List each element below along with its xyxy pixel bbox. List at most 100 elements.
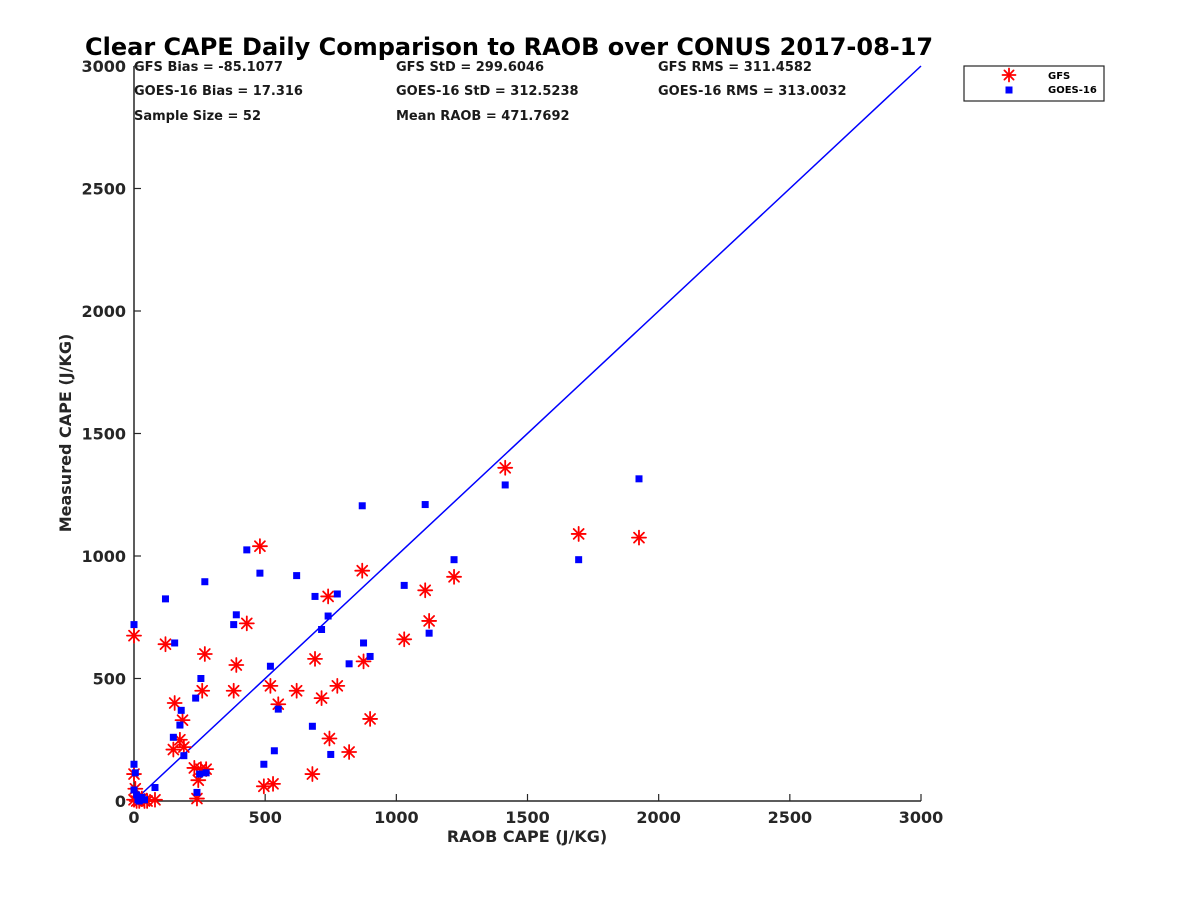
legend-goes16-label: GOES-16	[1048, 85, 1097, 96]
x-tick-label: 1500	[505, 808, 550, 827]
gfs-point	[396, 631, 413, 648]
legend-gfs-label: GFS	[1048, 71, 1070, 82]
gfs-point	[262, 677, 279, 694]
gfs-point	[225, 682, 242, 699]
y-tick-label: 0	[115, 792, 126, 811]
gfs-point	[362, 711, 379, 727]
gfs-point	[194, 682, 211, 699]
gfs-point	[147, 791, 163, 808]
gfs-point	[329, 677, 346, 694]
goes16-point	[358, 502, 366, 510]
gfs-point	[304, 766, 321, 782]
goes16-point	[161, 595, 169, 603]
goes16-point	[192, 694, 200, 702]
stat-gfs-std: GFS StD = 299.6046	[396, 60, 544, 75]
legend-box	[963, 65, 1105, 102]
goes16-point	[266, 662, 274, 670]
legend-goes16-square	[1005, 86, 1013, 94]
y-tick-label: 1500	[81, 425, 126, 444]
stat-sample-size: Sample Size = 52	[134, 109, 261, 124]
goes16-point	[130, 786, 138, 794]
goes16-point	[360, 639, 368, 647]
goes16-point	[193, 788, 201, 796]
goes16-point	[345, 660, 353, 668]
y-tick-label: 1000	[81, 547, 126, 566]
goes16-point	[151, 784, 159, 792]
gfs-point	[341, 744, 358, 760]
goes16-point	[201, 578, 209, 586]
reference-line-group	[133, 65, 922, 802]
goes16-point	[575, 556, 583, 564]
stats-block: GFS Bias = -85.1077 GFS StD = 299.6046 G…	[134, 60, 847, 124]
stat-goes-bias: GOES-16 Bias = 17.316	[134, 84, 303, 99]
goes16-point	[293, 572, 301, 580]
stat-mean-raob: Mean RAOB = 471.7692	[396, 109, 570, 124]
reference-line	[133, 65, 922, 802]
legend-gfs-marker	[1001, 67, 1017, 83]
goes16-point	[501, 481, 509, 489]
stat-goes-std: GOES-16 StD = 312.5238	[396, 84, 579, 99]
gfs-point	[446, 568, 462, 585]
goes16-point	[274, 705, 282, 713]
x-ticks: 0 500 1000 1500 2000 2500 3000	[128, 794, 943, 827]
gfs-point	[355, 653, 372, 670]
goes16-point	[176, 721, 184, 729]
gfs-point	[313, 690, 330, 706]
goes16-point	[232, 611, 240, 619]
x-axis-label: RAOB CAPE (J/KG)	[447, 827, 607, 846]
gfs-point	[417, 582, 434, 599]
goes16-point	[177, 706, 185, 714]
stat-gfs-bias: GFS Bias = -85.1077	[134, 60, 283, 75]
goes16-point	[131, 769, 139, 777]
goes16-point	[400, 581, 408, 589]
x-tick-label: 0	[128, 808, 139, 827]
gfs-point	[421, 613, 438, 629]
gfs-point	[497, 459, 514, 476]
legend: GFS GOES-16	[963, 65, 1105, 102]
goes16-point	[333, 590, 341, 598]
gfs-point	[255, 778, 272, 795]
x-tick-label: 1000	[374, 808, 419, 827]
goes16-point	[421, 501, 429, 509]
gfs-point	[175, 739, 192, 755]
y-tick-label: 2000	[81, 302, 126, 321]
goes16-point	[133, 791, 141, 799]
x-tick-label: 2000	[636, 808, 681, 827]
goes16-point	[197, 675, 205, 682]
gfs-series	[126, 459, 647, 809]
gfs-point	[570, 526, 587, 542]
goes16-point	[450, 556, 458, 564]
goes16-point	[324, 612, 332, 620]
goes16-point	[260, 760, 268, 768]
legend-goes16-marker	[1005, 86, 1013, 94]
gfs-point	[126, 627, 142, 644]
goes16-point	[256, 569, 264, 577]
goes16-point	[180, 752, 188, 760]
gfs-point	[307, 651, 323, 667]
goes16-point	[169, 733, 177, 741]
goes16-point	[308, 722, 316, 730]
goes16-point	[327, 750, 335, 758]
stat-goes-rms: GOES-16 RMS = 313.0032	[658, 84, 847, 99]
goes16-point	[130, 621, 138, 629]
gfs-point	[165, 741, 182, 758]
goes16-point	[635, 475, 643, 483]
gfs-point	[157, 636, 174, 653]
x-tick-label: 2500	[768, 808, 813, 827]
goes16-point	[311, 592, 319, 600]
gfs-point	[321, 730, 338, 747]
goes16-point	[425, 629, 433, 637]
goes16-series	[130, 475, 643, 805]
gfs-point	[238, 615, 255, 632]
gfs-point	[166, 695, 183, 711]
y-tick-label: 3000	[81, 57, 126, 76]
chart-title: Clear CAPE Daily Comparison to RAOB over…	[85, 33, 933, 61]
gfs-point	[196, 646, 213, 662]
goes16-point	[196, 770, 204, 778]
goes16-point	[270, 747, 278, 755]
stat-gfs-rms: GFS RMS = 311.4582	[658, 60, 812, 75]
gfs-point	[228, 657, 245, 673]
goes16-point	[318, 626, 326, 633]
y-axis-label: Measured CAPE (J/KG)	[56, 334, 75, 533]
